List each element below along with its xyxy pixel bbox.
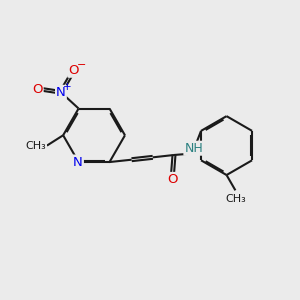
Text: NH: NH [184,142,203,155]
Text: +: + [63,82,72,92]
Text: CH₃: CH₃ [26,141,46,151]
Text: −: − [77,60,86,70]
Text: O: O [68,64,79,77]
Text: N: N [73,156,83,169]
Text: CH₃: CH₃ [226,194,246,204]
Text: O: O [32,83,43,96]
Text: N: N [56,86,66,99]
Text: O: O [167,173,178,186]
